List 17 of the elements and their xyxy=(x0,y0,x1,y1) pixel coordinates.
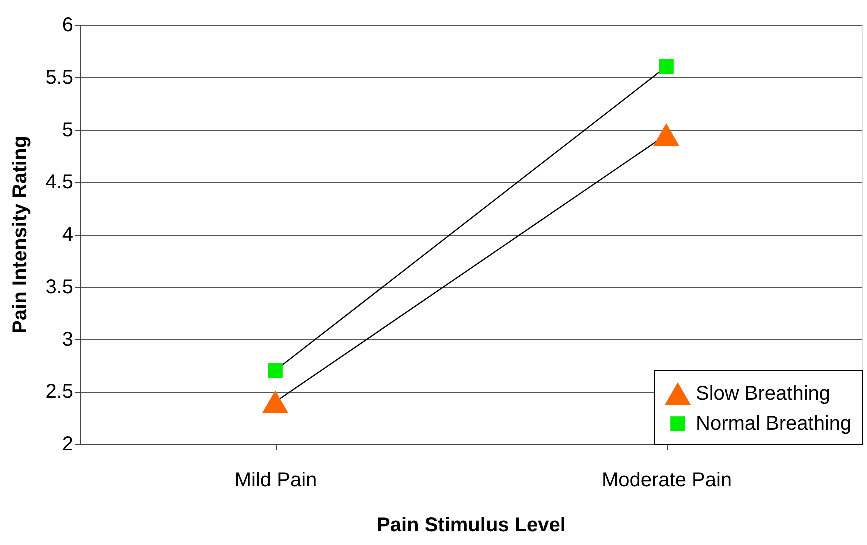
y-tick-label: 6 xyxy=(62,14,74,36)
y-tick-label: 2.5 xyxy=(46,381,74,404)
y-tick-label: 2 xyxy=(62,434,74,456)
point xyxy=(268,363,283,378)
y-tick-label: 5 xyxy=(62,119,74,142)
y-tick-label: 4.5 xyxy=(46,172,74,194)
legend-label: Slow Breathing xyxy=(696,383,831,405)
point xyxy=(659,59,674,74)
x-axis-title: Pain Stimulus Level xyxy=(377,514,566,536)
x-tick-label: Moderate Pain xyxy=(602,470,732,492)
y-axis-title: Pain Intensity Rating xyxy=(10,136,32,334)
y-tick-label: 3 xyxy=(62,328,74,351)
y-tick-label: 3.5 xyxy=(46,276,74,298)
legend-label: Normal Breathing xyxy=(696,413,852,435)
y-tick-label: 4 xyxy=(62,224,74,246)
x-tick-label: Mild Pain xyxy=(234,470,318,492)
y-tick-label: 5.5 xyxy=(46,66,74,89)
